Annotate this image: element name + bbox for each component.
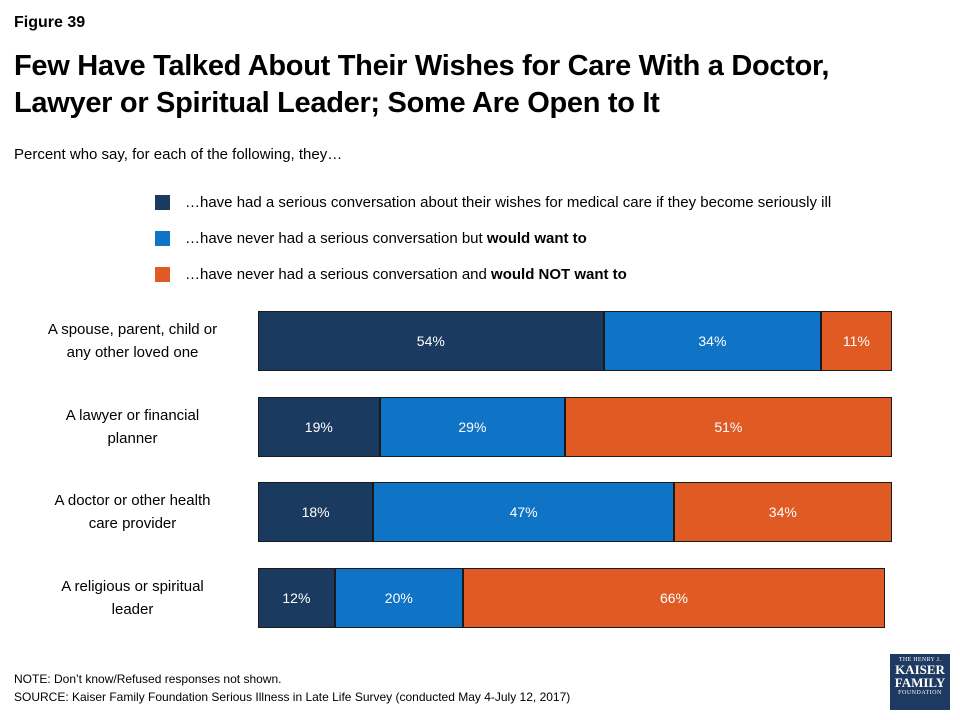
bar-segment: 20% bbox=[334, 568, 463, 628]
data-label: 47% bbox=[509, 504, 538, 520]
chart-legend: …have had a serious conversation about t… bbox=[155, 184, 831, 292]
bar-segment: 11% bbox=[821, 311, 892, 371]
logo-text: FAMILY bbox=[894, 675, 946, 690]
category-label: A doctor or other health care provider bbox=[20, 489, 245, 535]
category-label-line: A spouse, parent, child or bbox=[47, 321, 218, 338]
data-label: 19% bbox=[304, 419, 333, 435]
legend-item-would-not-want: …have never had a serious conversation a… bbox=[155, 256, 831, 292]
footnote: NOTE: Don’t know/Refused responses not s… bbox=[14, 670, 570, 706]
category-label-line: planner bbox=[107, 430, 158, 447]
data-label: 20% bbox=[384, 590, 413, 606]
category-label-line: any other loved one bbox=[66, 344, 199, 361]
logo-text: KAISER bbox=[895, 662, 945, 677]
category-label-line: care provider bbox=[88, 515, 177, 532]
bar-segment: 19% bbox=[258, 397, 380, 457]
source-text: SOURCE: Kaiser Family Foundation Serious… bbox=[14, 690, 571, 704]
bar-segment: 18% bbox=[258, 482, 374, 542]
data-label: 12% bbox=[282, 590, 311, 606]
category-label: A religious or spiritual leader bbox=[20, 575, 245, 621]
title-line-2: Lawyer or Spiritual Leader; Some Are Ope… bbox=[14, 87, 660, 119]
bar-segment: 66% bbox=[462, 568, 886, 628]
note-text: NOTE: Don’t know/Refused responses not s… bbox=[14, 672, 282, 686]
logo-text: FOUNDATION bbox=[898, 690, 942, 696]
bar-segment: 12% bbox=[258, 568, 335, 628]
data-label: 29% bbox=[458, 419, 487, 435]
category-label-line: A doctor or other health bbox=[54, 492, 211, 509]
legend-text: …have had a serious conversation about t… bbox=[185, 193, 832, 211]
bar-segment: 29% bbox=[379, 397, 566, 457]
title-line-1: Few Have Talked About Their Wishes for C… bbox=[14, 50, 830, 82]
legend-swatch bbox=[155, 266, 170, 282]
legend-swatch bbox=[155, 230, 170, 246]
bar-segment: 34% bbox=[603, 311, 822, 371]
logo-text: THE HENRY J. bbox=[898, 657, 942, 663]
data-label: 66% bbox=[659, 590, 688, 606]
data-label: 54% bbox=[416, 333, 445, 349]
chart-subtitle: Percent who say, for each of the followi… bbox=[14, 146, 343, 163]
bar-segment: 47% bbox=[373, 482, 674, 542]
legend-item-would-want: …have never had a serious conversation b… bbox=[155, 220, 831, 256]
bar-segment: 54% bbox=[258, 311, 604, 371]
data-label: 34% bbox=[698, 333, 727, 349]
bar-segment: 34% bbox=[674, 482, 892, 542]
figure-label: Figure 39 bbox=[14, 14, 86, 31]
legend-item-had-conversation: …have had a serious conversation about t… bbox=[155, 184, 831, 220]
legend-text: …have never had a serious conversation b… bbox=[185, 229, 587, 247]
bar-segment: 51% bbox=[565, 397, 892, 457]
legend-text: …have never had a serious conversation a… bbox=[185, 265, 627, 283]
category-label: A spouse, parent, child or any other love… bbox=[20, 318, 245, 364]
category-label-line: A lawyer or financial bbox=[65, 407, 200, 424]
kff-logo: THE HENRY J. KAISER FAMILY FOUNDATION bbox=[890, 654, 950, 710]
legend-swatch bbox=[155, 194, 170, 210]
category-label-line: leader bbox=[111, 601, 154, 618]
category-label-line: A religious or spiritual bbox=[61, 578, 204, 595]
data-label: 34% bbox=[768, 504, 797, 520]
data-label: 18% bbox=[301, 504, 330, 520]
data-label: 51% bbox=[714, 419, 743, 435]
data-label: 11% bbox=[842, 333, 870, 349]
category-label: A lawyer or financial planner bbox=[20, 404, 245, 450]
page-title: Few Have Talked About Their Wishes for C… bbox=[14, 48, 934, 122]
